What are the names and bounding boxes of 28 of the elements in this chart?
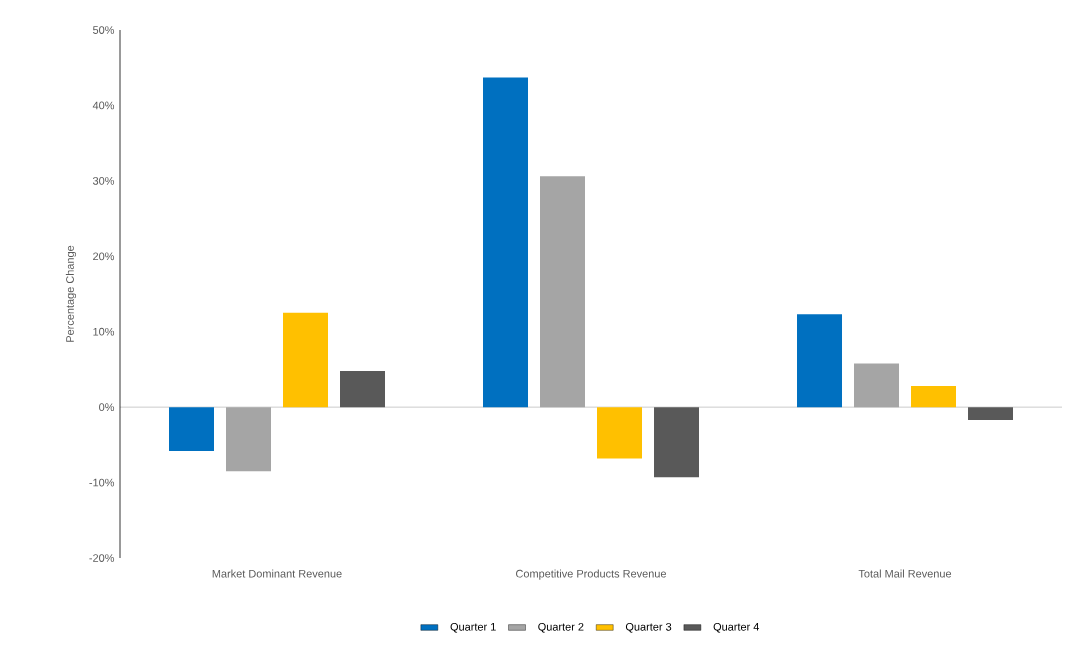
x-tick-label: Market Dominant Revenue [212,569,342,578]
bar [226,407,271,472]
y-tick-label: -20% [89,554,115,562]
bar [169,407,214,451]
bar [911,386,957,408]
x-tick-label: Total Mail Revenue [858,569,952,578]
bar [654,407,700,478]
y-tick-label: -10% [89,478,115,487]
bar [597,407,643,459]
y-tick-label: 10% [93,327,115,336]
legend-label: Quarter 1 [450,622,496,633]
y-tick-label: 0% [99,403,115,412]
y-tick-label: 50% [92,26,115,34]
bar [797,314,843,408]
bar [483,77,528,408]
legend-label: Quarter 2 [538,622,584,633]
x-tick-label: Competitive Products Revenue [516,569,667,580]
y-tick-label: 30% [92,176,115,185]
y-tick-label: 40% [92,101,115,110]
bar [283,312,328,408]
y-axis-title: Percentage Change [65,245,77,342]
bar [968,407,1014,420]
legend-label: Quarter 4 [713,622,760,633]
bar [854,363,900,408]
legend-label: Quarter 3 [625,622,672,633]
bar [340,370,385,408]
y-tick-label: 20% [93,252,115,261]
bar [540,176,585,408]
